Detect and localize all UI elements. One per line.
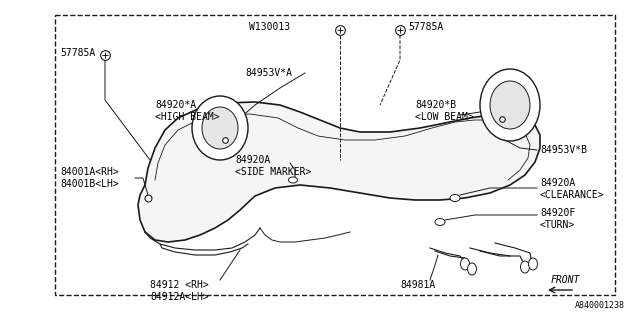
Text: 57785A: 57785A (408, 22, 444, 32)
Text: A840001238: A840001238 (575, 301, 625, 310)
Ellipse shape (192, 96, 248, 160)
Ellipse shape (480, 69, 540, 141)
Text: 84981A: 84981A (400, 280, 435, 290)
Ellipse shape (529, 258, 538, 270)
Text: 84912 <RH>
84912A<LH>: 84912 <RH> 84912A<LH> (150, 280, 209, 301)
Text: 84920A
<SIDE MARKER>: 84920A <SIDE MARKER> (235, 155, 312, 177)
Ellipse shape (202, 107, 238, 149)
Bar (55, 15, 615, 295)
Ellipse shape (461, 258, 470, 270)
Text: 84001A<RH>
84001B<LH>: 84001A<RH> 84001B<LH> (60, 167, 119, 189)
Ellipse shape (450, 195, 460, 202)
Polygon shape (138, 102, 540, 242)
Text: 84920*B
<LOW BEAM>: 84920*B <LOW BEAM> (415, 100, 474, 122)
Ellipse shape (435, 219, 445, 226)
Ellipse shape (520, 261, 529, 273)
Text: 84953V*B: 84953V*B (540, 145, 587, 155)
Text: 84920*A
<HIGH BEAM>: 84920*A <HIGH BEAM> (155, 100, 220, 122)
Text: 84920F
<TURN>: 84920F <TURN> (540, 208, 575, 230)
Ellipse shape (467, 263, 477, 275)
Text: 57785A: 57785A (60, 48, 95, 58)
Ellipse shape (490, 81, 530, 129)
Ellipse shape (289, 177, 298, 183)
Text: 84920A
<CLEARANCE>: 84920A <CLEARANCE> (540, 178, 605, 200)
Text: W130013: W130013 (249, 22, 290, 32)
Text: FRONT: FRONT (550, 275, 580, 285)
Text: 84953V*A: 84953V*A (245, 68, 292, 78)
